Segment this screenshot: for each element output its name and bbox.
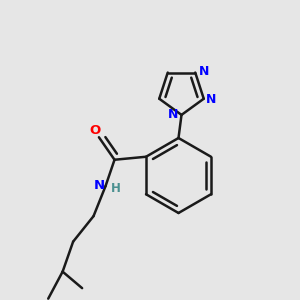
Text: O: O: [89, 124, 100, 137]
Text: N: N: [168, 108, 178, 122]
Text: N: N: [199, 65, 209, 78]
Text: N: N: [93, 179, 104, 192]
Text: H: H: [111, 182, 121, 195]
Text: N: N: [206, 93, 217, 106]
